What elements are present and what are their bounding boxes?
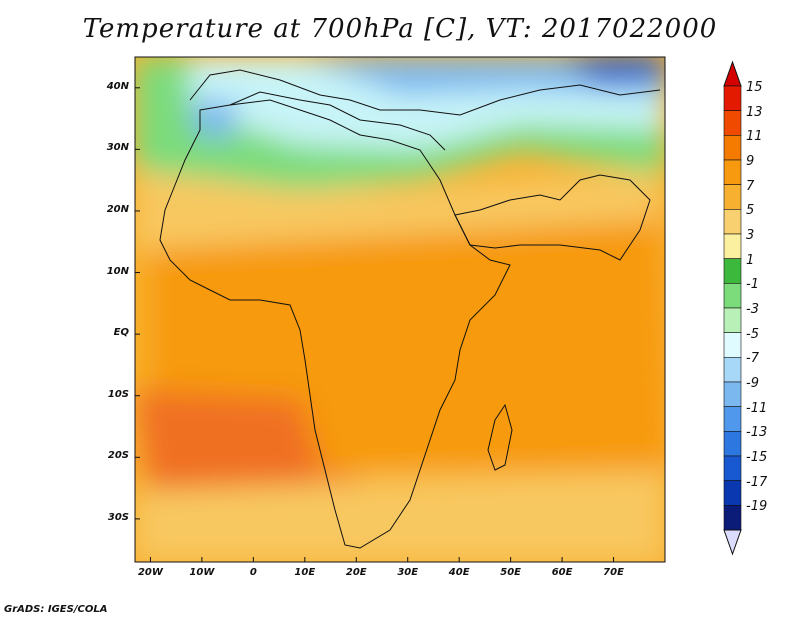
colorbar-swatch-13 bbox=[723, 406, 742, 432]
lon-label: 20W bbox=[137, 567, 163, 578]
lon-label: 10W bbox=[189, 567, 215, 578]
colorbar-bottom-arrow bbox=[723, 529, 742, 556]
colorbar-swatch-5 bbox=[723, 209, 742, 235]
lon-label: 60E bbox=[551, 567, 573, 578]
colorbar-label: -13 bbox=[746, 425, 768, 441]
latitude-ticks bbox=[135, 87, 140, 520]
colorbar-swatch-6 bbox=[723, 233, 742, 259]
colorbar-swatch-10 bbox=[723, 332, 742, 358]
lon-label: 70E bbox=[603, 567, 624, 578]
colorbar-label: 7 bbox=[746, 178, 755, 194]
madagascar-coast bbox=[487, 403, 513, 471]
lon-label: 0 bbox=[249, 567, 257, 578]
mediterranean-coast bbox=[229, 91, 446, 151]
colorbar-swatch-11 bbox=[723, 357, 742, 383]
colorbar-swatch-16 bbox=[723, 480, 742, 506]
colorbar-label: 9 bbox=[746, 154, 755, 169]
arabia-coast bbox=[454, 174, 651, 261]
colorbar-swatch-9 bbox=[723, 307, 742, 333]
lon-label: 30E bbox=[397, 567, 419, 578]
lon-label: 20E bbox=[345, 567, 367, 578]
yellow-band bbox=[135, 170, 660, 250]
colorbar-swatch-2 bbox=[723, 135, 742, 161]
colorbar-swatch-0 bbox=[723, 85, 742, 111]
lon-label: 10E bbox=[294, 567, 316, 578]
colorbar-swatch-3 bbox=[723, 159, 742, 185]
colorbar-label: -7 bbox=[746, 351, 759, 367]
colorbar-swatch-17 bbox=[723, 505, 742, 531]
plot-frame bbox=[134, 56, 666, 563]
lat-label: 10S bbox=[107, 388, 129, 400]
grads-credit: GrADS: IGES/COLA bbox=[4, 604, 108, 615]
colorbar-label: 1 bbox=[746, 252, 755, 268]
lat-label: EQ bbox=[113, 327, 129, 339]
colorbar-swatch-4 bbox=[723, 184, 742, 210]
colorbar-label: -15 bbox=[746, 450, 768, 465]
hot-region-sw bbox=[135, 390, 330, 500]
africa-coast bbox=[159, 99, 511, 549]
lat-label: 30S bbox=[107, 511, 129, 523]
colorbar-swatch-15 bbox=[723, 455, 742, 481]
colorbar-swatch-1 bbox=[723, 110, 742, 136]
colorbar-label: -17 bbox=[746, 474, 768, 490]
coastlines bbox=[159, 69, 661, 549]
colorbar-label: 15 bbox=[746, 80, 763, 95]
lon-label: 50E bbox=[500, 567, 521, 578]
colorbar-label: 5 bbox=[746, 203, 755, 219]
lon-label: 40E bbox=[448, 567, 470, 578]
colorbar-label: -9 bbox=[746, 376, 759, 391]
longitude-ticks bbox=[149, 557, 615, 562]
lat-label: 30N bbox=[106, 142, 129, 154]
chart-title: Temperature at 700hPa [C], VT: 201702200… bbox=[82, 14, 718, 44]
colorbar-swatch-7 bbox=[723, 258, 742, 284]
lat-label: 20S bbox=[107, 450, 129, 462]
colorbar-label: -11 bbox=[746, 400, 768, 416]
lat-label: 10N bbox=[106, 265, 129, 277]
colorbar-label: 13 bbox=[746, 104, 763, 120]
colorbar-label: -5 bbox=[746, 326, 759, 342]
temperature-field bbox=[135, 57, 665, 562]
colorbar-label: 3 bbox=[746, 228, 755, 243]
colorbar-label: -19 bbox=[746, 499, 768, 515]
cold-dark bbox=[560, 57, 665, 85]
colorbar-label: -1 bbox=[746, 277, 759, 293]
colorbar-label: -3 bbox=[746, 302, 759, 317]
colorbar bbox=[723, 60, 742, 556]
colorbar-swatch-8 bbox=[723, 283, 742, 309]
colorbar-swatch-14 bbox=[723, 431, 742, 457]
southern-yellow bbox=[135, 470, 665, 562]
colorbar-top-arrow bbox=[723, 60, 742, 87]
colorbar-label: 11 bbox=[746, 129, 763, 145]
lat-label: 20N bbox=[106, 203, 129, 215]
lat-label: 40N bbox=[106, 80, 129, 92]
colorbar-swatch-12 bbox=[723, 381, 742, 407]
europe-coast bbox=[189, 69, 661, 116]
